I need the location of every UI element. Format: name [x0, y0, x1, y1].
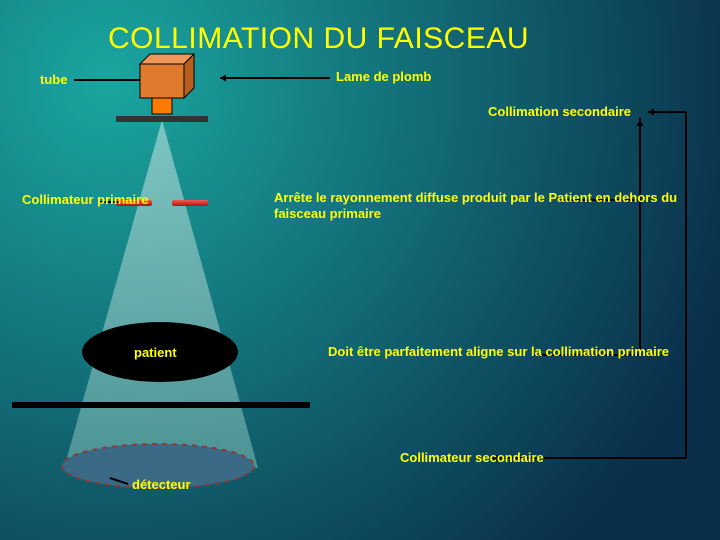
label-collimateur-secondaire: Collimateur secondaire	[400, 450, 544, 466]
label-detecteur: détecteur	[132, 477, 191, 492]
title-text: COLLIMATION DU FAISCEAU	[108, 22, 529, 56]
label-arrete-rayonnement: Arrête le rayonnement diffuse produit pa…	[274, 190, 720, 222]
diagram-stage: COLLIMATION DU FAISCEAU tube Lame de plo…	[0, 0, 720, 540]
label-patient: patient	[134, 345, 177, 360]
label-collimation-secondaire: Collimation secondaire	[488, 104, 631, 119]
label-collimateur-primaire: Collimateur primaire	[22, 192, 148, 207]
label-tube: tube	[40, 72, 67, 87]
label-lame-de-plomb: Lame de plomb	[336, 69, 431, 84]
label-doit-aligne: Doit être parfaitement aligne sur la col…	[328, 344, 669, 360]
